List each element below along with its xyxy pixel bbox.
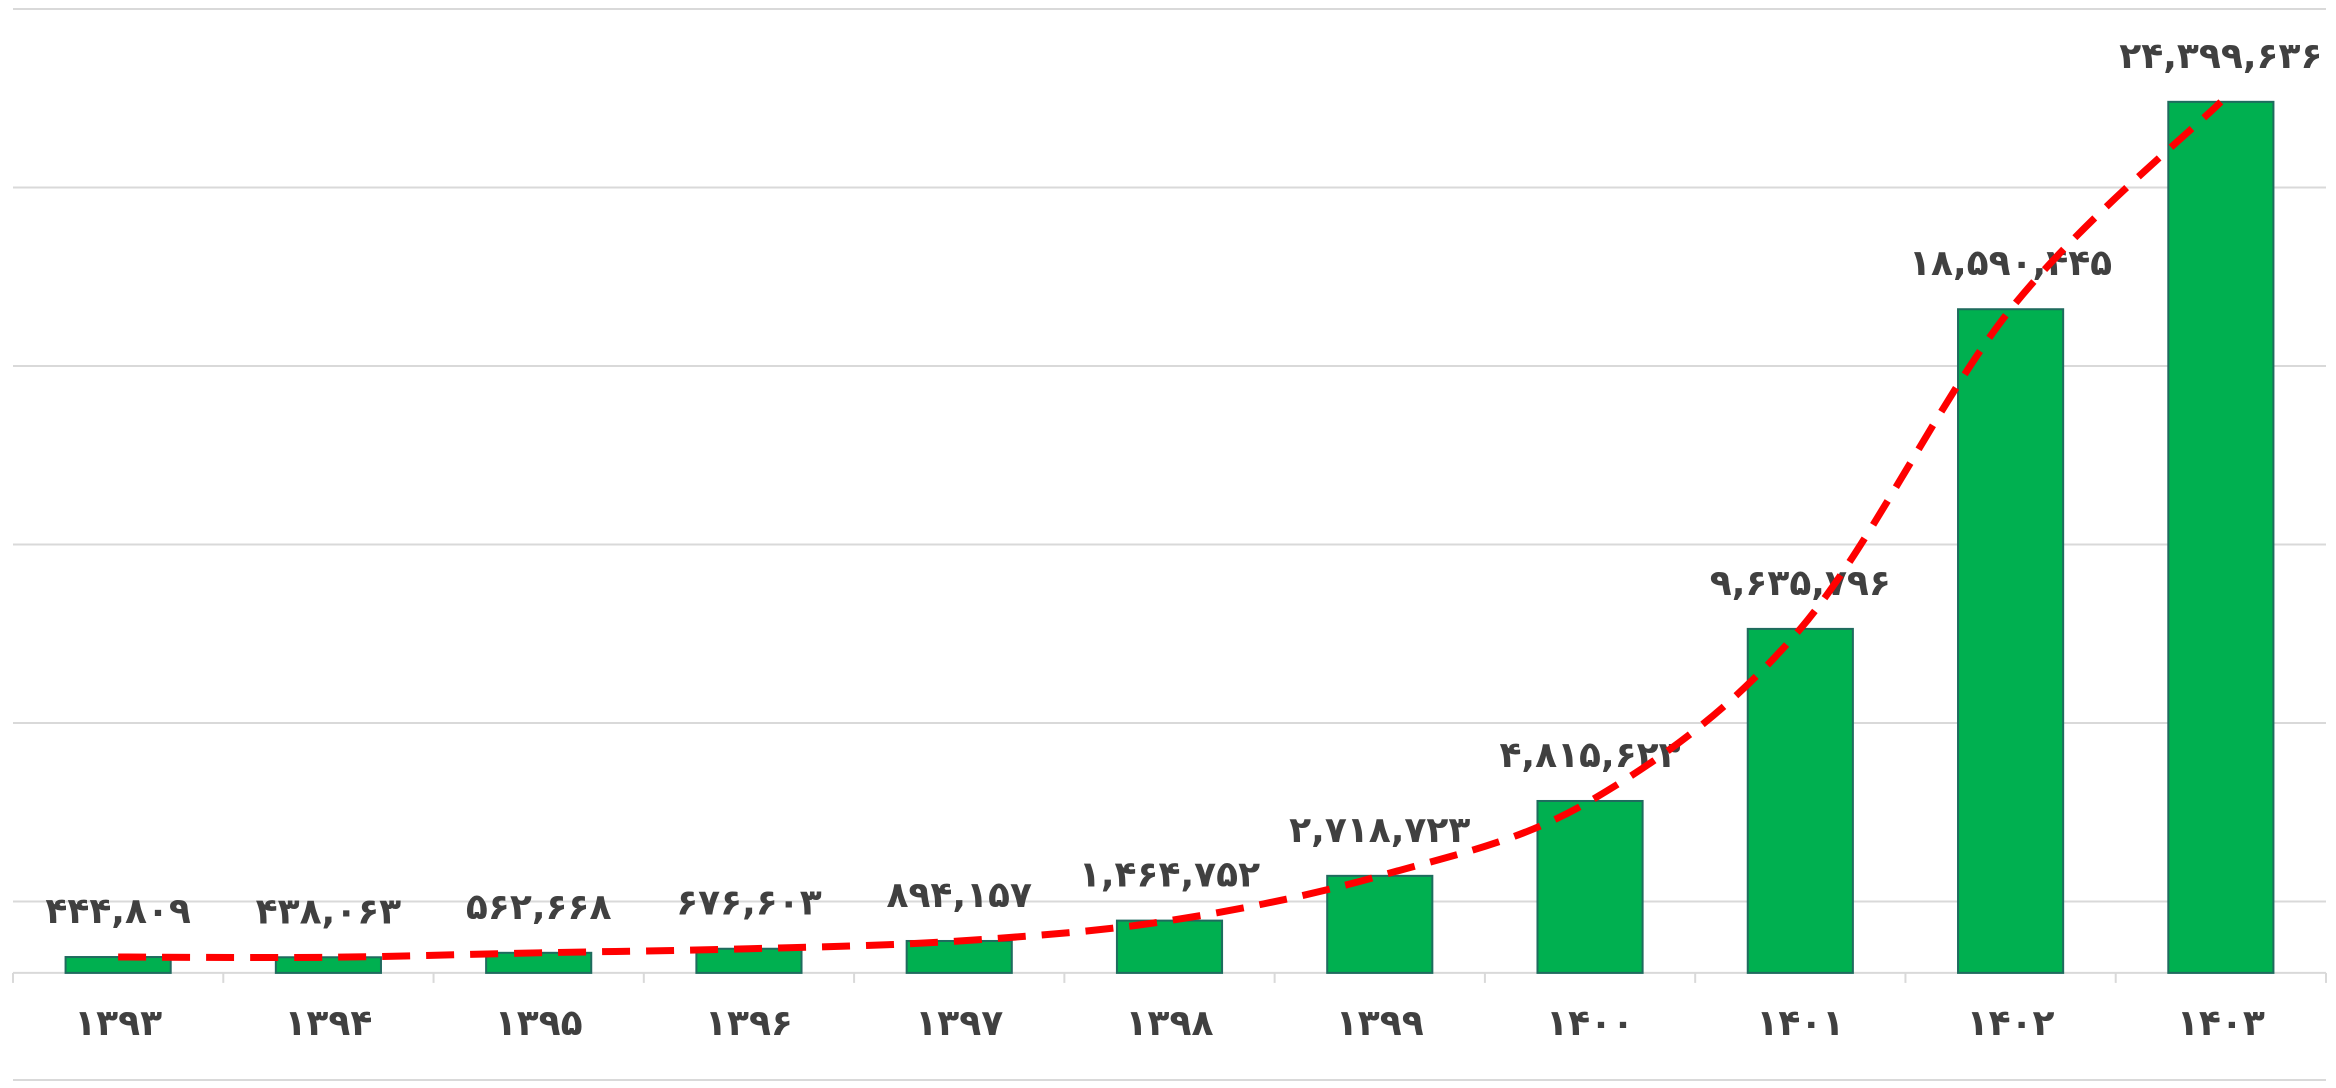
bar (1746, 627, 1854, 974)
x-tick-label: ۱۳۹۸ (1126, 1003, 1214, 1044)
x-tick-label: ۱۳۹۷ (915, 1003, 1003, 1044)
data-label: ۲,۷۱۸,۷۲۳ (1289, 810, 1470, 851)
x-tick-label: ۱۳۹۹ (1336, 1003, 1424, 1044)
data-label: ۸۹۴,۱۵۷ (886, 875, 1032, 916)
trend-line (118, 99, 2224, 962)
data-label: ۵۶۲,۶۶۸ (466, 887, 612, 928)
data-label: ۹,۶۳۵,۷۹۶ (1710, 563, 1891, 604)
data-label: ۴۳۸,۰۶۳ (256, 891, 402, 932)
bar (1326, 874, 1434, 974)
bar (274, 956, 382, 974)
x-tick-label: ۱۴۰۲ (1967, 1003, 2055, 1044)
bar (1115, 919, 1224, 974)
bar (1957, 308, 2065, 974)
x-tick-label: ۱۴۰۱ (1756, 1003, 1844, 1044)
data-label: ۲۴,۳۹۹,۶۳۶ (2119, 36, 2322, 77)
bar (1536, 799, 1644, 974)
data-label: ۴,۸۱۵,۶۲۳ (1499, 735, 1680, 776)
x-tick-label: ۱۴۰۰ (1546, 1003, 1634, 1044)
x-tick-label: ۱۴۰۳ (2177, 1003, 2265, 1044)
bar (2167, 100, 2275, 974)
x-tick-label: ۱۳۹۶ (705, 1003, 793, 1044)
data-label: ۱۸,۵۹۰,۴۴۵ (1909, 243, 2112, 284)
data-label: ۱,۴۶۴,۷۵۲ (1079, 855, 1260, 896)
data-label: ۶۷۶,۶۰۳ (676, 883, 822, 924)
x-tick-label: ۱۳۹۴ (284, 1003, 372, 1044)
x-tick-label: ۱۳۹۳ (74, 1003, 162, 1044)
x-tick-label: ۱۳۹۵ (495, 1003, 583, 1044)
data-label: ۴۴۴,۸۰۹ (45, 891, 191, 932)
